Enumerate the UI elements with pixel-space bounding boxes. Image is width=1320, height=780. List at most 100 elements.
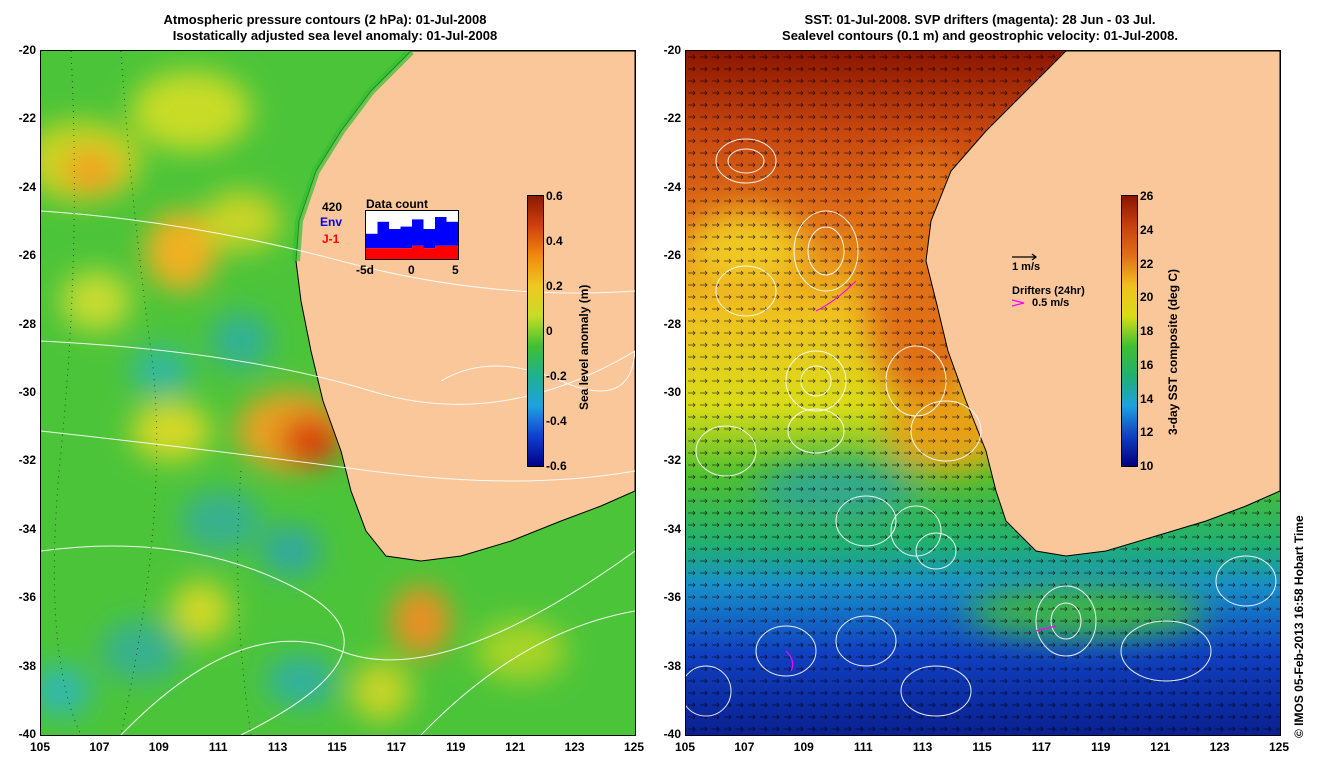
- sea-level-cbar-tick-3: 0: [546, 324, 553, 338]
- left-ytick-1: -22: [18, 111, 36, 126]
- right-ytick-0: -20: [663, 43, 681, 57]
- left-title-line1: Atmospheric pressure contours (2 hPa): 0…: [163, 12, 487, 27]
- right-ytick-2: -24: [663, 179, 681, 194]
- inset-env-label: Env: [320, 215, 343, 229]
- inset-env-bar: [377, 221, 389, 249]
- inset-env-bar: [446, 221, 458, 246]
- left-title-line2: Isostatically adjusted sea level anomaly…: [172, 28, 498, 43]
- sea-level-cbar-tick-2: 0.2: [546, 279, 563, 293]
- drifters-speed-label: 0.5 m/s: [1032, 297, 1070, 309]
- right-title-line2: Sealevel contours (0.1 m) and geostrophi…: [782, 28, 1178, 43]
- left-xtick-0: 105: [29, 740, 51, 754]
- sea-level-cbar-tick-4: -0.2: [546, 369, 567, 383]
- right-ytick-1: -22: [663, 111, 681, 126]
- inset-xtick-2: 5: [452, 263, 459, 277]
- inset-env-bar: [435, 217, 447, 246]
- right-xtick-4: 113: [912, 740, 933, 754]
- right-ytick-7: -34: [663, 521, 681, 536]
- left-xtick-9: 123: [564, 740, 585, 754]
- sst-cbar-tick-7: 12: [1140, 425, 1154, 440]
- imos-credit: © IMOS 05-Feb-2013 16:58 Hobart Time: [1292, 515, 1306, 738]
- left-xtick-7: 119: [446, 740, 466, 754]
- right-xtick-6: 117: [1031, 740, 1052, 754]
- inset-env-bar: [389, 229, 401, 249]
- right-xtick-1: 107: [734, 740, 755, 754]
- inset-xtick-0: -5d: [356, 263, 374, 277]
- left-xtick-10: 125: [623, 740, 645, 754]
- sst-cbar-tick-3: 20: [1140, 290, 1154, 305]
- inset-j1-label: J-1: [322, 232, 340, 246]
- sst-cbar-tick-0: 26: [1140, 189, 1154, 203]
- sst-cbar-tick-5: 16: [1140, 357, 1154, 372]
- inset-j1-bar: [435, 245, 447, 259]
- right-xtick-9: 123: [1209, 740, 1230, 754]
- velocity-arrow-icon: [1012, 252, 1038, 262]
- sea-level-cbar-tick-5: -0.4: [546, 414, 567, 428]
- right-ytick-10: -40: [663, 727, 681, 741]
- drifter-arrow-icon: [1012, 298, 1028, 308]
- left-ytick-9: -38: [18, 658, 36, 673]
- sst-cbar-tick-4: 18: [1140, 324, 1154, 338]
- left-xtick-3: 111: [208, 740, 228, 754]
- sst-cbar-tick-6: 14: [1140, 391, 1154, 406]
- left-ytick-4: -28: [18, 316, 36, 331]
- inset-j1-bar: [366, 248, 378, 259]
- right-ytick-9: -38: [663, 658, 681, 673]
- sst-colorbar-label: 3-day SST composite (deg C): [1166, 268, 1180, 435]
- right-ytick-5: -30: [663, 385, 681, 399]
- sst-cbar-tick-2: 22: [1140, 256, 1154, 271]
- inset-j1-bar: [423, 248, 435, 259]
- right-xtick-7: 119: [1091, 740, 1111, 754]
- right-ytick-4: -28: [663, 316, 681, 331]
- inset-env-bar: [412, 219, 424, 246]
- right-ytick-6: -32: [663, 453, 681, 468]
- inset-j1-bar: [389, 248, 401, 259]
- inset-title: Data count: [366, 197, 429, 211]
- left-xtick-2: 109: [148, 740, 169, 754]
- sea-level-cbar-tick-1: 0.4: [546, 234, 563, 248]
- inset-env-bar: [423, 229, 435, 249]
- inset-count: 420: [322, 200, 343, 214]
- sst-cbar-tick-1: 24: [1140, 222, 1154, 237]
- left-xtick-1: 107: [89, 740, 110, 754]
- left-xtick-4: 113: [267, 740, 288, 754]
- inset-j1-bar: [377, 248, 389, 259]
- left-ytick-0: -20: [18, 43, 36, 57]
- sst-colorbar: [1121, 195, 1138, 467]
- right-xtick-5: 115: [972, 740, 992, 754]
- left-xtick-6: 117: [386, 740, 407, 754]
- right-ytick-8: -36: [663, 590, 681, 605]
- sea-level-colorbar: [527, 195, 544, 467]
- left-ytick-3: -26: [18, 248, 36, 263]
- left-xtick-5: 115: [327, 740, 347, 754]
- inset-j1-bar: [446, 245, 458, 259]
- right-title-line1: SST: 01-Jul-2008. SVP drifters (magenta)…: [804, 12, 1156, 27]
- sea-level-cbar-tick-0: 0.6: [546, 189, 563, 203]
- inset-env-bar: [366, 233, 378, 249]
- inset-xtick-1: 0: [408, 263, 415, 277]
- velocity-scale-label: 1 m/s: [1012, 261, 1041, 273]
- left-ytick-10: -40: [18, 727, 36, 741]
- inset-env-bar: [400, 226, 412, 249]
- sst-cbar-tick-8: 10: [1140, 459, 1154, 473]
- inset-j1-bar: [412, 245, 424, 259]
- sst-map: [685, 50, 1281, 736]
- left-ytick-2: -24: [18, 179, 36, 194]
- left-xtick-8: 121: [505, 740, 526, 754]
- left-ytick-6: -32: [18, 453, 36, 468]
- left-ytick-8: -36: [18, 590, 36, 605]
- sea-level-cbar-tick-6: -0.6: [546, 459, 567, 473]
- drifters-title: Drifters (24hr): [1012, 285, 1085, 297]
- sea-level-colorbar-label: Sea level anomaly (m): [577, 284, 591, 410]
- sea-level-anomaly-map: [40, 50, 636, 736]
- left-ytick-7: -34: [18, 521, 36, 536]
- right-xtick-2: 109: [793, 740, 814, 754]
- inset-j1-bar: [400, 248, 412, 259]
- right-xtick-10: 125: [1268, 740, 1290, 754]
- inset-bar-chart: [365, 210, 459, 260]
- right-ytick-3: -26: [663, 248, 681, 263]
- right-xtick-8: 121: [1150, 740, 1171, 754]
- left-ytick-5: -30: [18, 385, 36, 399]
- right-xtick-0: 105: [674, 740, 696, 754]
- right-xtick-3: 111: [853, 740, 873, 754]
